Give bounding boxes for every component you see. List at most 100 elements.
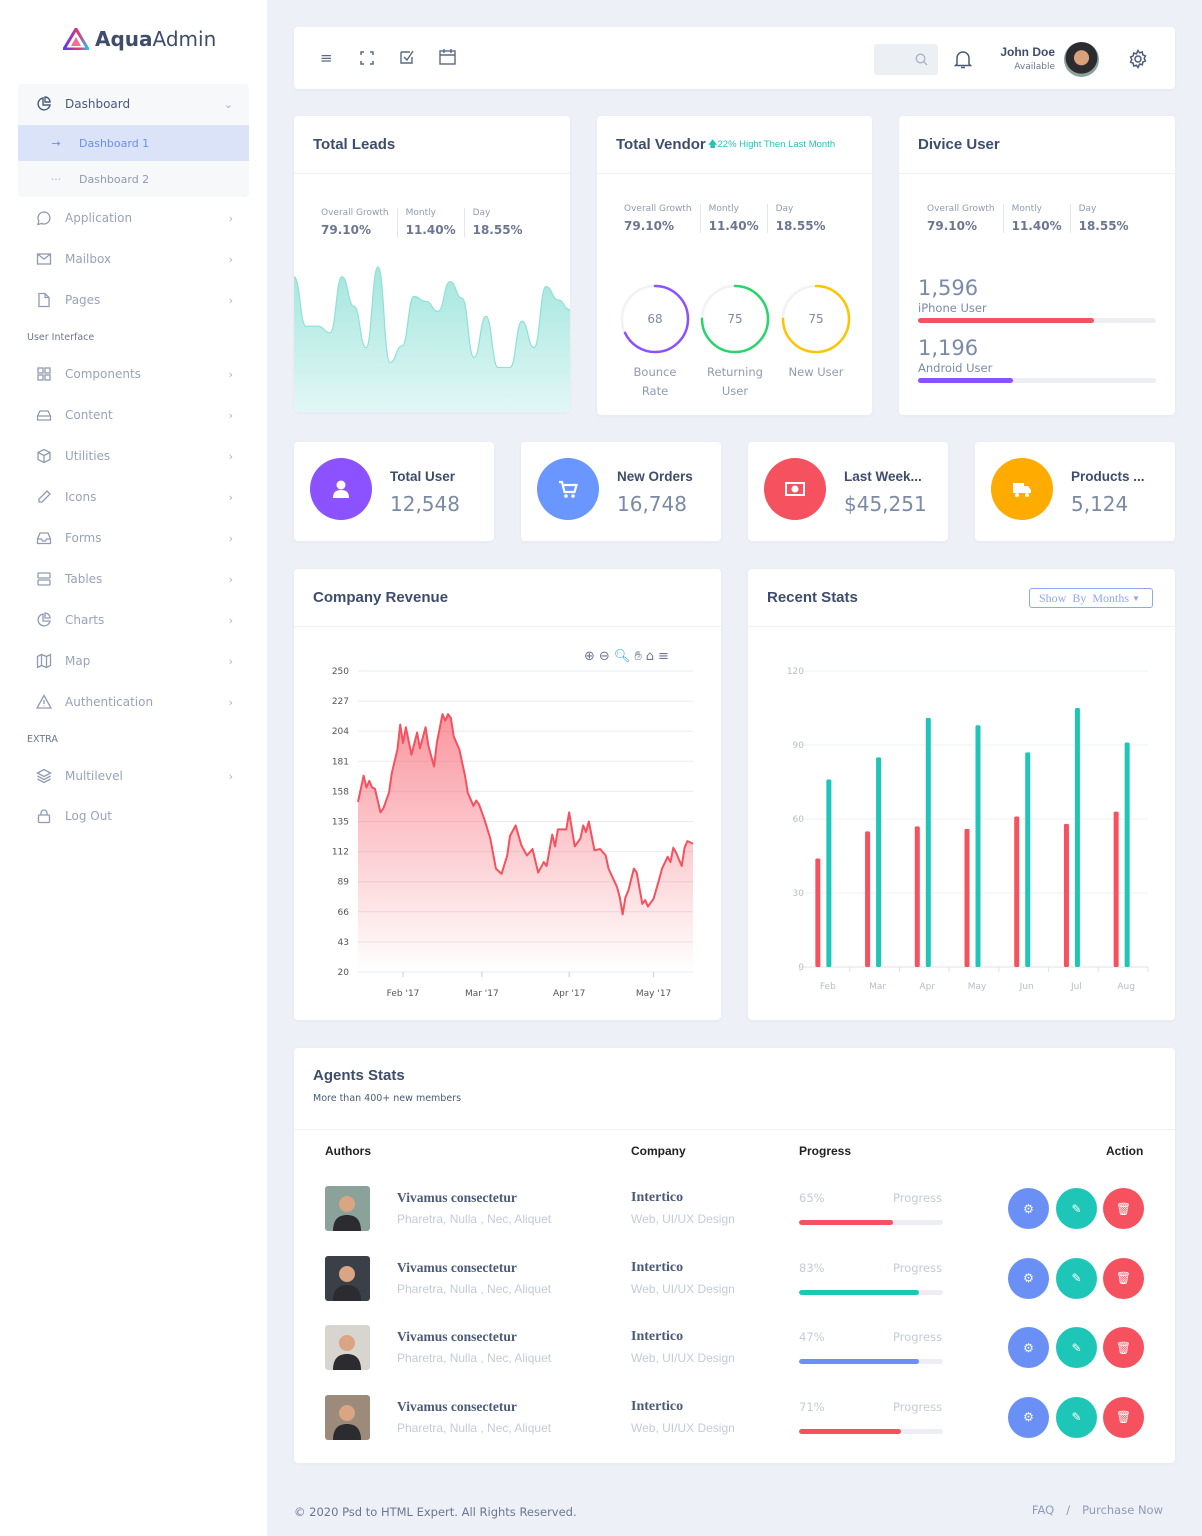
sidebar-item-pages[interactable]: Pages › — [18, 282, 249, 318]
sidebar-item-label: Map — [65, 654, 91, 668]
edit-button[interactable]: ✎ — [1056, 1257, 1097, 1299]
chevron-right-icon: › — [228, 449, 233, 463]
server-icon — [35, 570, 53, 588]
total-vendor-card: Total Vendor 🡅22% Hight Then Last Month O… — [597, 116, 872, 415]
lock-icon — [35, 807, 53, 825]
sidebar-item-authentication[interactable]: Authentication › — [18, 684, 249, 720]
chevron-right-icon: › — [228, 572, 233, 586]
sidebar-subitem-label: Dashboard 1 — [79, 136, 150, 150]
y-tick-label: 66 — [338, 908, 350, 918]
stat-value: 18.55% — [472, 223, 523, 237]
brand-bold: Aqua — [95, 27, 153, 51]
sidebar-item-content[interactable]: Content › — [18, 397, 249, 433]
delete-button[interactable]: 🗑︎ — [1103, 1188, 1144, 1229]
chevron-right-icon: › — [228, 613, 233, 627]
settings-button[interactable]: ⚙ — [1008, 1327, 1049, 1368]
y-tick-label: 227 — [332, 697, 349, 707]
sidebar-item-charts[interactable]: Charts › — [18, 602, 249, 638]
gear-icon[interactable] — [1128, 49, 1148, 69]
settings-button[interactable]: ⚙ — [1008, 1257, 1049, 1299]
avatar[interactable] — [1064, 42, 1099, 77]
column-header-authors: Authors — [325, 1144, 371, 1158]
device-label: iPhone User — [918, 301, 987, 315]
brand-logo[interactable]: AquaAdmin — [63, 27, 216, 51]
stat-value: 11.40% — [1011, 219, 1062, 233]
footer-link-faq[interactable]: FAQ — [1031, 1503, 1055, 1517]
home-reset-icon[interactable]: ⌂ — [645, 649, 655, 664]
search-input[interactable] — [874, 44, 938, 75]
sidebar-item-icons[interactable]: Icons › — [18, 479, 249, 515]
pan-hand-icon[interactable]: ✋︎ — [634, 649, 642, 664]
search-icon — [915, 53, 928, 66]
company-name: Intertico — [631, 1398, 684, 1414]
sidebar-item-forms[interactable]: Forms › — [18, 520, 249, 556]
sidebar-item-tables[interactable]: Tables › — [18, 561, 249, 597]
stat-card-last-week[interactable]: Last Week... $45,251 — [748, 442, 948, 541]
pencil-icon: ✎ — [1071, 1271, 1082, 1285]
edit-button[interactable]: ✎ — [1056, 1327, 1097, 1368]
sidebar-subitem-dashboard-1[interactable]: → Dashboard 1 — [18, 125, 249, 161]
sidebar-item-map[interactable]: Map › — [18, 643, 249, 679]
delete-button[interactable]: 🗑︎ — [1103, 1327, 1144, 1368]
caret-down-icon: ▼ — [1132, 593, 1140, 603]
stat-card-total-user[interactable]: Total User 12,548 — [294, 442, 494, 541]
bell-icon[interactable] — [954, 49, 972, 69]
progress-label: Progress — [893, 1330, 943, 1344]
progress-bar — [799, 1428, 943, 1434]
zoom-in-icon[interactable]: ⊕ — [584, 649, 595, 664]
stat-value: 11.40% — [405, 223, 456, 237]
sidebar-item-application[interactable]: Application › — [18, 200, 249, 236]
edit-button[interactable]: ✎ — [1056, 1188, 1097, 1229]
y-tick-label: 135 — [332, 818, 349, 828]
sidebar-subitem-dashboard-2[interactable]: ··· Dashboard 2 — [18, 161, 249, 197]
calendar-icon[interactable] — [439, 49, 456, 69]
growth-stats: Overall Growth 79.10% Montly 11.40% Day 18.… — [321, 208, 531, 237]
show-by-dropdown[interactable]: Show By Months ▼ — [1029, 588, 1153, 608]
edit-button[interactable]: ✎ — [1056, 1396, 1097, 1438]
sidebar-item-multilevel[interactable]: Multilevel › — [18, 758, 249, 794]
pencil-icon: ✎ — [1071, 1410, 1082, 1424]
sidebar-item-utilities[interactable]: Utilities › — [18, 438, 249, 474]
footer-link-purchase[interactable]: Purchase Now — [1082, 1503, 1163, 1517]
sidebar-item-components[interactable]: Components › — [18, 356, 249, 392]
delete-button[interactable]: 🗑︎ — [1103, 1257, 1144, 1299]
column-header-progress: Progress — [799, 1144, 852, 1158]
zoom-selection-icon[interactable]: 🔍︎ — [613, 649, 631, 664]
card-title: Agents Stats — [313, 1067, 405, 1084]
divider — [294, 1129, 1175, 1130]
zoom-out-icon[interactable]: ⊖ — [598, 649, 610, 664]
x-tick-label: Mar — [869, 982, 886, 992]
chart-menu-icon[interactable]: ≡ — [658, 649, 669, 664]
sidebar-item-dashboard[interactable]: Dashboard ⌄ — [18, 86, 249, 122]
settings-button[interactable]: ⚙ — [1008, 1396, 1049, 1438]
menu-icon[interactable]: ≡ — [320, 49, 333, 67]
author-avatar — [325, 1394, 370, 1440]
recent-stats-chart: 0 30 60 90 120 Feb Mar Apr May Jun Jul Aug — [787, 667, 1149, 992]
footer-copyright: © 2020 Psd to HTML Expert. All Rights Re… — [294, 1505, 577, 1519]
sidebar-item-label: Mailbox — [65, 252, 112, 266]
stat-card-products[interactable]: Products ... 5,124 — [975, 442, 1175, 541]
sidebar-item-mailbox[interactable]: Mailbox › — [18, 241, 249, 277]
table-row: Vivamus consectetur Pharetra, Nulla , Ne… — [325, 1255, 1145, 1306]
stat-icon-circle — [310, 458, 372, 520]
sparkline-area — [294, 266, 570, 412]
chevron-right-icon: › — [228, 252, 233, 266]
author-avatar — [325, 1325, 370, 1370]
column-header-company: Company — [631, 1144, 686, 1158]
checkbox-icon[interactable] — [399, 49, 415, 69]
sidebar-item-log-out[interactable]: Log Out — [18, 798, 249, 834]
stat-card-new-orders[interactable]: New Orders 16,748 — [521, 442, 721, 541]
stat-label: Montly — [708, 204, 739, 214]
bar-series-2-apr — [925, 717, 931, 967]
user-icon — [333, 480, 349, 498]
chevron-right-icon: › — [228, 408, 233, 422]
y-tick-label: 20 — [338, 968, 350, 978]
delete-button[interactable]: 🗑︎ — [1103, 1396, 1144, 1438]
logo-icon — [63, 28, 89, 50]
fullscreen-icon[interactable] — [360, 51, 374, 69]
settings-button[interactable]: ⚙ — [1008, 1188, 1049, 1229]
bar-series-1-aug — [1113, 811, 1119, 967]
device-user-card: Divice User Overall Growth 79.10% Montly 1… — [899, 116, 1175, 415]
file-icon — [35, 291, 53, 309]
card-subtitle: More than 400+ new members — [313, 1093, 462, 1104]
